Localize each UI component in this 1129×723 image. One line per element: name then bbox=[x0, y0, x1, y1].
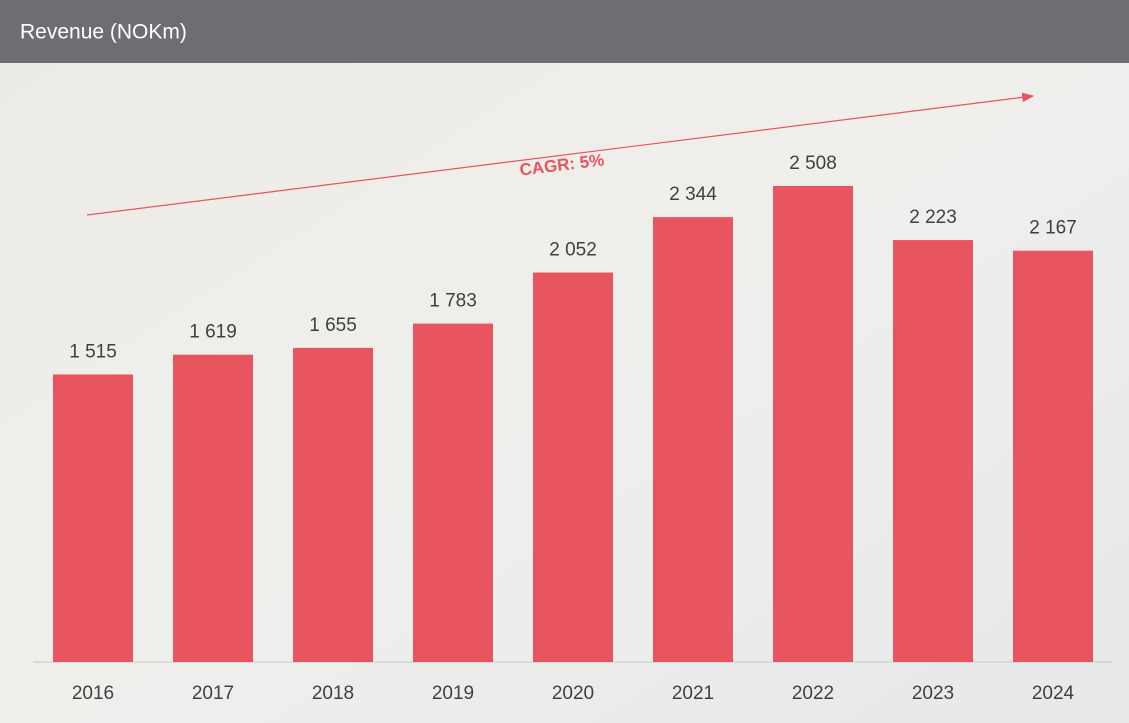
x-tick-label: 2021 bbox=[672, 683, 714, 704]
x-tick-label: 2024 bbox=[1032, 683, 1075, 704]
bar bbox=[653, 217, 733, 662]
value-label: 2 344 bbox=[669, 184, 717, 205]
x-tick-label: 2017 bbox=[192, 683, 234, 704]
bar bbox=[893, 240, 973, 662]
bar bbox=[293, 348, 373, 662]
bar bbox=[53, 374, 133, 662]
value-label: 1 619 bbox=[189, 322, 237, 343]
bar bbox=[773, 186, 853, 662]
value-label: 2 508 bbox=[789, 153, 837, 174]
chart: Revenue (NOKm) CAGR: 5% 20161 51520171 6… bbox=[0, 0, 1129, 723]
chart-title: Revenue (NOKm) bbox=[20, 21, 187, 44]
page: {"chart_data": {"type": "bar", "title": … bbox=[0, 0, 1129, 723]
x-tick-label: 2022 bbox=[792, 683, 834, 704]
value-label: 2 052 bbox=[549, 240, 597, 261]
value-label: 1 515 bbox=[69, 341, 117, 362]
value-label: 2 167 bbox=[1029, 218, 1077, 239]
x-tick-label: 2020 bbox=[552, 683, 594, 704]
x-tick-label: 2019 bbox=[432, 683, 474, 704]
bar bbox=[533, 273, 613, 662]
value-label: 1 655 bbox=[309, 315, 357, 336]
x-tick-label: 2016 bbox=[72, 683, 114, 704]
bar bbox=[413, 324, 493, 662]
bar bbox=[1013, 251, 1093, 662]
value-label: 2 223 bbox=[909, 207, 957, 228]
bar bbox=[173, 355, 253, 662]
value-label: 1 783 bbox=[429, 291, 477, 312]
x-tick-label: 2023 bbox=[912, 683, 954, 704]
x-tick-label: 2018 bbox=[312, 683, 354, 704]
